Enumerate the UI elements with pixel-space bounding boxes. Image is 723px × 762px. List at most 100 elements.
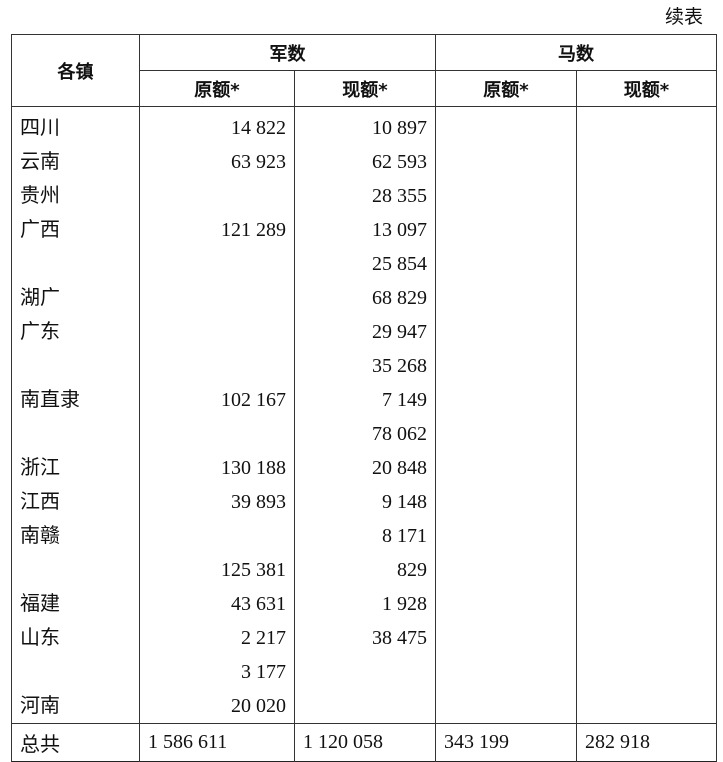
empty-cell [435,213,577,247]
total-horses-current: 282 918 [576,723,717,762]
cell-troops-original: 130 188 [139,451,295,485]
cell-troops-original [139,349,295,383]
empty-cell [576,621,717,655]
empty-cell [435,621,577,655]
cell-town [11,417,140,451]
cell-troops-current: 62 593 [294,145,436,179]
cell-town [11,349,140,383]
cell-town: 贵州 [11,179,140,213]
cell-troops-original: 39 893 [139,485,295,519]
cell-town: 河南 [11,689,140,724]
cell-town: 山东 [11,621,140,655]
cell-town: 浙江 [11,451,140,485]
cell-town [11,247,140,281]
empty-cell [576,553,717,587]
table-row: 湖广 68 829 [11,281,717,315]
cell-troops-current: 28 355 [294,179,436,213]
cell-troops-original [139,519,295,553]
empty-cell [435,383,577,417]
header-troops: 军数 [139,34,436,71]
empty-cell [576,655,717,689]
table-row: 南赣 8 171 [11,519,717,553]
header-horses-current: 现额* [576,70,717,107]
empty-cell [576,417,717,451]
empty-cell [435,655,577,689]
cell-troops-current: 7 149 [294,383,436,417]
table-row: 78 062 [11,417,717,451]
cell-town: 广东 [11,315,140,349]
cell-town: 四川 [11,106,140,145]
empty-cell [576,247,717,281]
cell-troops-current: 35 268 [294,349,436,383]
total-label: 总共 [11,723,140,762]
cell-troops-current: 78 062 [294,417,436,451]
cell-troops-current: 13 097 [294,213,436,247]
empty-cell [576,145,717,179]
empty-cell [435,485,577,519]
data-table: 各镇 军数 马数 原额* 现额* 原额* 现额* 四川 14 822 10 897 云… [11,34,717,762]
empty-cell [435,281,577,315]
empty-cell [576,485,717,519]
table-row: 云南 63 923 62 593 [11,145,717,179]
cell-troops-original [139,417,295,451]
cell-town: 福建 [11,587,140,621]
empty-cell [435,315,577,349]
cell-troops-original [139,179,295,213]
cell-troops-original: 2 217 [139,621,295,655]
cell-troops-current: 8 171 [294,519,436,553]
table-row: 广东 29 947 [11,315,717,349]
cell-troops-current [294,689,436,724]
cell-town [11,553,140,587]
cell-town: 江西 [11,485,140,519]
empty-cell [435,451,577,485]
table-row: 广西 121 289 13 097 [11,213,717,247]
empty-cell [576,213,717,247]
cell-troops-current [294,655,436,689]
total-troops-original: 1 586 611 [139,723,295,762]
table-row: 四川 14 822 10 897 [11,106,717,145]
cell-troops-original: 43 631 [139,587,295,621]
cell-town: 湖广 [11,281,140,315]
cell-town: 云南 [11,145,140,179]
cell-troops-current: 20 848 [294,451,436,485]
header-horses: 马数 [435,34,717,71]
table-row: 35 268 [11,349,717,383]
cell-troops-current: 829 [294,553,436,587]
empty-cell [435,349,577,383]
cell-troops-original: 121 289 [139,213,295,247]
empty-cell [576,281,717,315]
table-row: 浙江 130 188 20 848 [11,451,717,485]
continued-label: 续表 [664,7,703,28]
cell-troops-original: 20 020 [139,689,295,724]
total-horses-original: 343 199 [435,723,577,762]
header-town: 各镇 [11,34,140,107]
total-troops-current: 1 120 058 [294,723,436,762]
empty-cell [435,247,577,281]
table-row: 江西 39 893 9 148 [11,485,717,519]
cell-town: 南赣 [11,519,140,553]
cell-troops-current: 68 829 [294,281,436,315]
total-row: 总共 1 586 611 1 120 058 343 199 282 918 [11,723,717,762]
table-row: 125 381 829 [11,553,717,587]
cell-troops-original: 3 177 [139,655,295,689]
cell-troops-current: 25 854 [294,247,436,281]
cell-troops-original [139,315,295,349]
empty-cell [435,145,577,179]
cell-troops-current: 1 928 [294,587,436,621]
empty-cell [435,519,577,553]
cell-town: 南直隶 [11,383,140,417]
empty-cell [576,349,717,383]
empty-cell [576,451,717,485]
empty-cell [576,179,717,213]
empty-cell [435,106,577,145]
cell-troops-original [139,281,295,315]
empty-cell [435,689,577,724]
empty-cell [435,179,577,213]
table-row: 贵州 28 355 [11,179,717,213]
empty-cell [435,553,577,587]
cell-troops-current: 10 897 [294,106,436,145]
cell-troops-original: 125 381 [139,553,295,587]
header-troops-original: 原额* [139,70,295,107]
table-row: 25 854 [11,247,717,281]
empty-cell [576,587,717,621]
